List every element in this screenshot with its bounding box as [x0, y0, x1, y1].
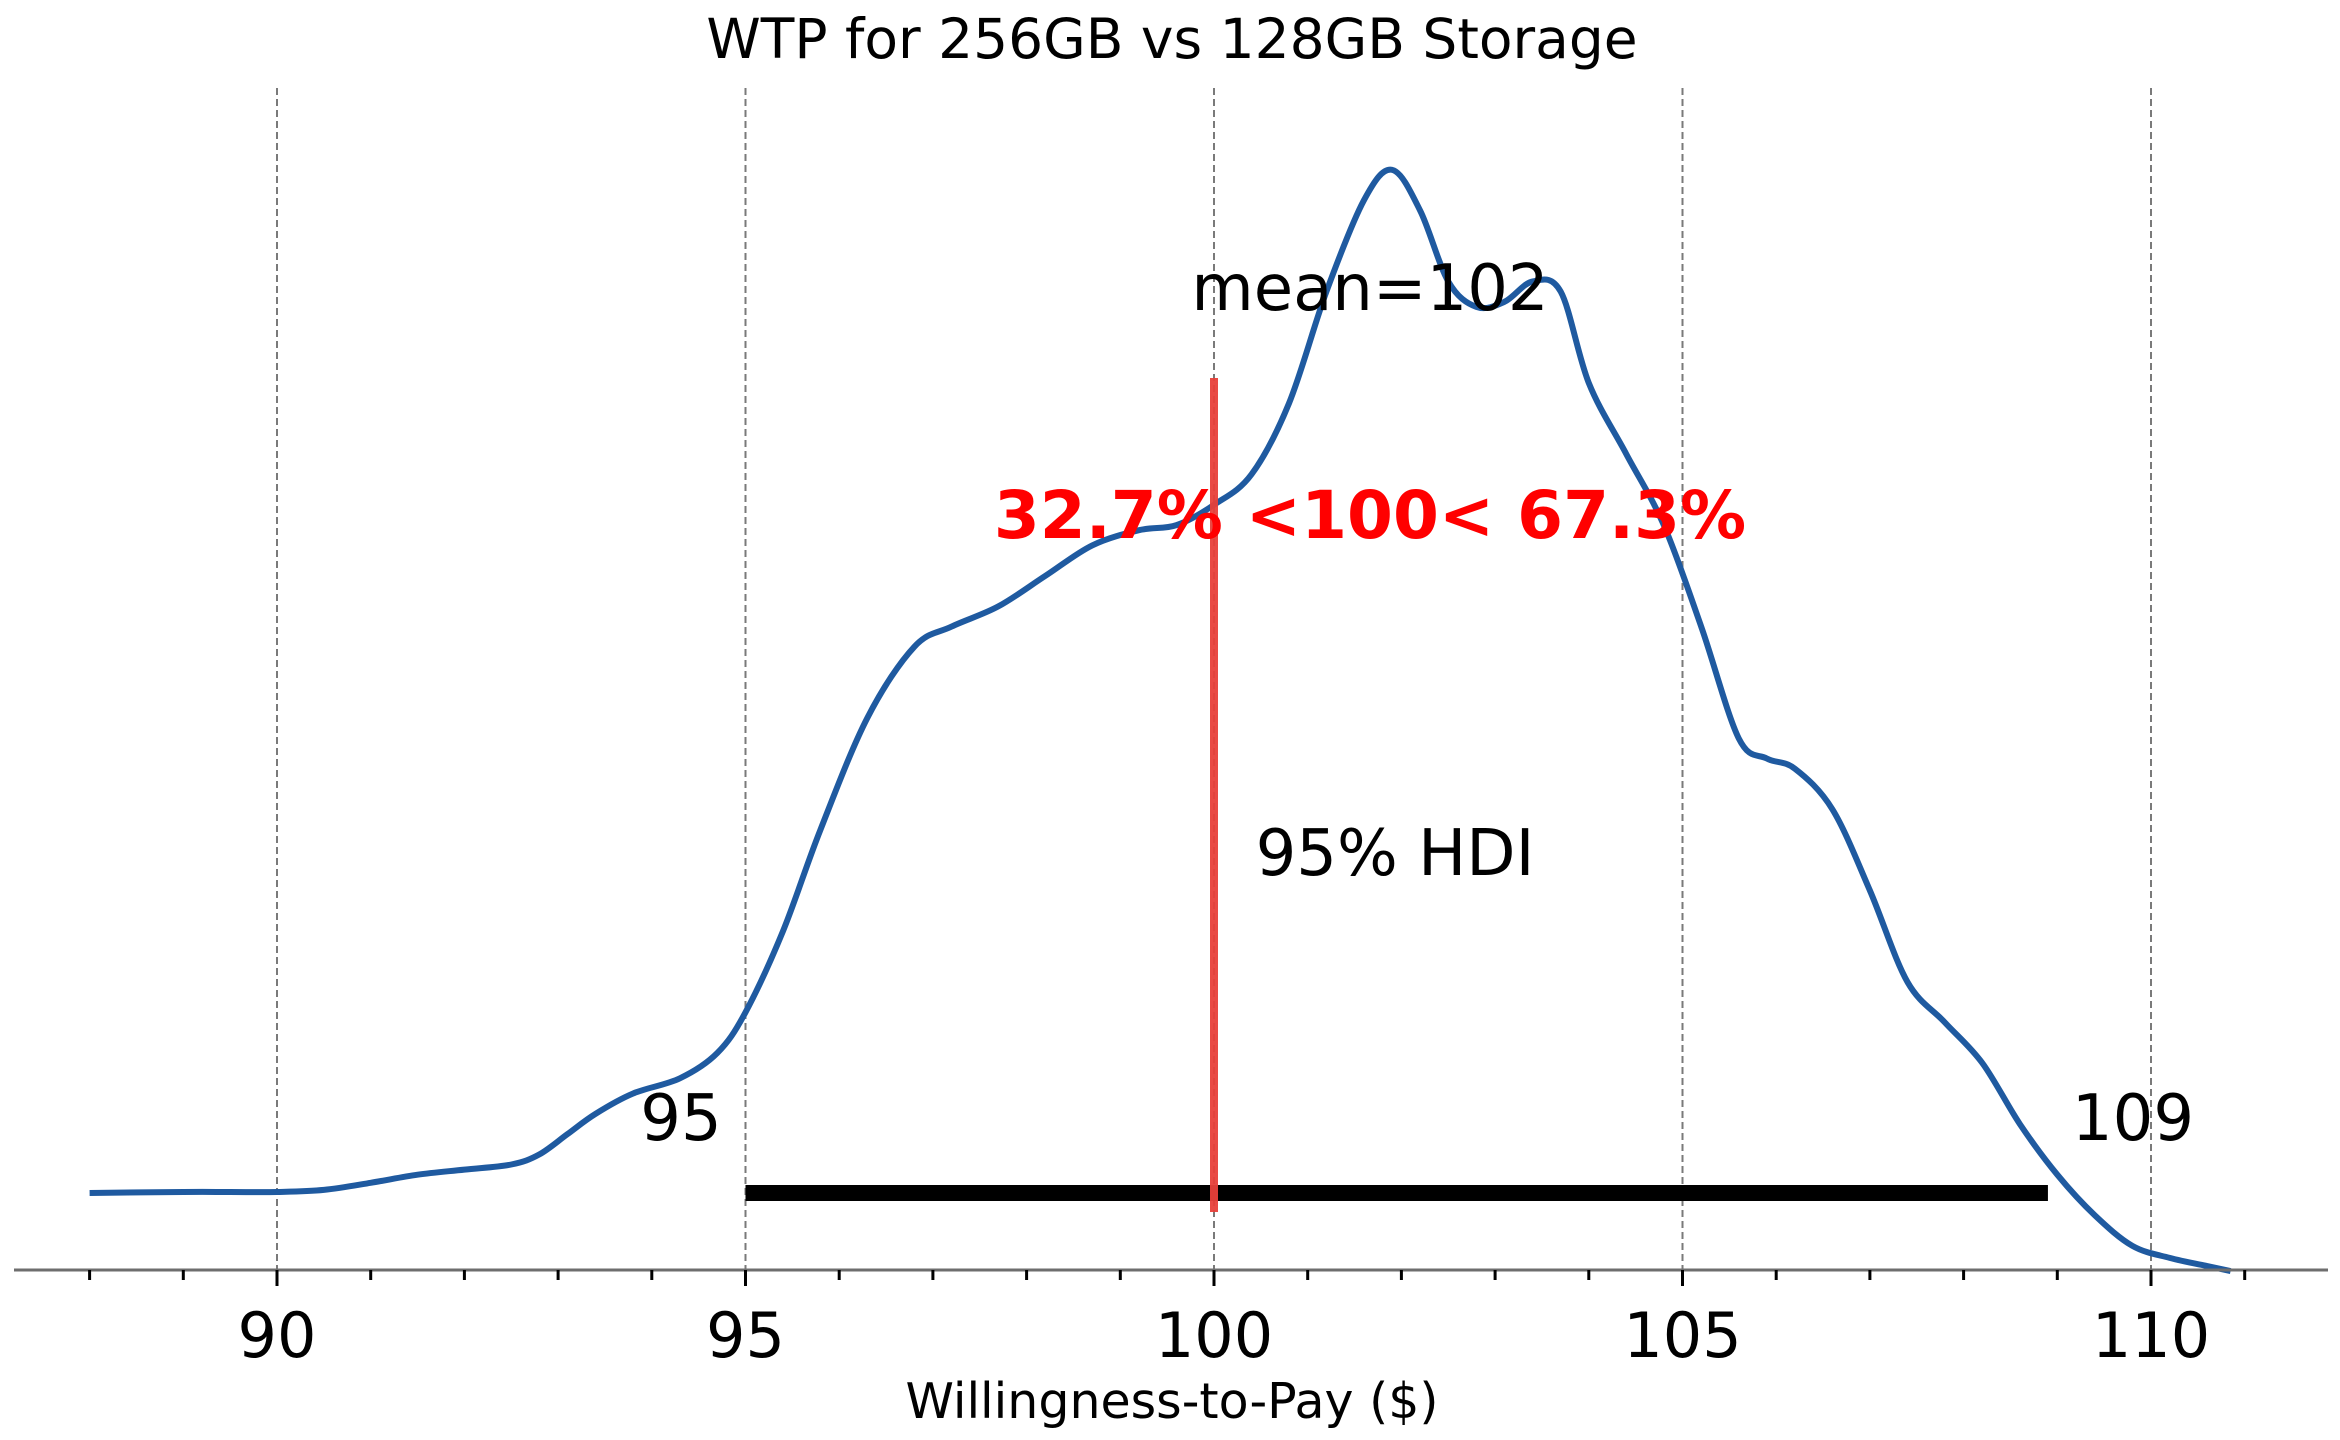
hdi-high-label: 109	[2072, 1082, 2194, 1156]
x-tick-label: 90	[238, 1299, 317, 1372]
x-tick-label: 95	[706, 1299, 785, 1372]
x-tick-label: 105	[1623, 1299, 1741, 1372]
x-tick-label: 100	[1155, 1299, 1273, 1372]
reference-probability-label: 32.7% <100< 67.3%	[994, 477, 1746, 554]
mean-label: mean=102	[1191, 252, 1548, 326]
hdi-low-label: 95	[640, 1082, 721, 1156]
curve-layer	[89, 166, 2232, 1275]
x-axis-label: Willingness-to-Pay ($)	[905, 1373, 1438, 1430]
x-tick-label: 110	[2092, 1299, 2210, 1372]
hdi-label: 95% HDI	[1256, 817, 1535, 891]
chart-title: WTP for 256GB vs 128GB Storage	[706, 7, 1637, 71]
x-axis: 90 95 100 105 110	[14, 1268, 2328, 1372]
density-curve	[89, 166, 2232, 1275]
